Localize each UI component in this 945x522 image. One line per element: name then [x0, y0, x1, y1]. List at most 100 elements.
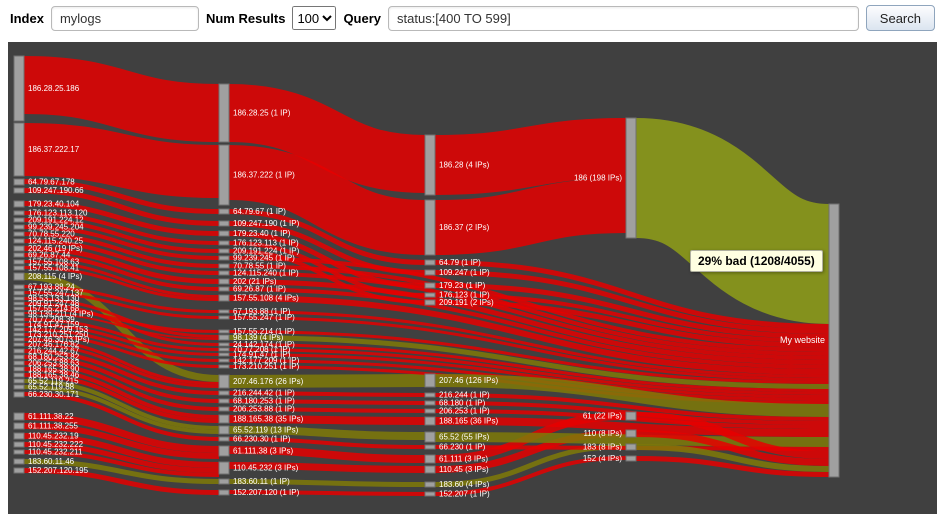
sankey-link[interactable] — [23, 201, 220, 236]
sankey-link[interactable] — [228, 343, 830, 392]
sankey-link[interactable] — [228, 316, 830, 381]
sankey-node[interactable] — [13, 317, 25, 322]
sankey-link[interactable] — [635, 430, 830, 466]
sankey-link[interactable] — [23, 468, 220, 495]
sankey-node[interactable] — [13, 384, 25, 390]
sankey-link[interactable] — [23, 239, 220, 275]
sankey-node[interactable] — [828, 203, 840, 478]
sankey-link[interactable] — [635, 412, 830, 459]
sankey-link[interactable] — [228, 407, 426, 413]
sankey-node[interactable] — [13, 252, 25, 258]
sankey-link[interactable] — [228, 271, 830, 360]
search-button[interactable]: Search — [865, 5, 935, 31]
sankey-link[interactable] — [23, 367, 220, 419]
sankey-node[interactable] — [13, 238, 25, 244]
sankey-node[interactable] — [218, 342, 230, 347]
sankey-link[interactable] — [228, 145, 426, 255]
sankey-link[interactable] — [23, 379, 220, 430]
sankey-link[interactable] — [434, 456, 627, 496]
sankey-node[interactable] — [218, 230, 230, 237]
sankey-node[interactable] — [13, 372, 25, 378]
sankey-node[interactable] — [218, 144, 230, 206]
sankey-link[interactable] — [23, 442, 220, 473]
sankey-node[interactable] — [218, 352, 230, 357]
sankey-node[interactable] — [13, 360, 25, 366]
sankey-node[interactable] — [13, 327, 25, 332]
sankey-node[interactable] — [218, 248, 230, 254]
sankey-node[interactable] — [13, 311, 25, 317]
sankey-node[interactable] — [218, 294, 230, 302]
sankey-link[interactable] — [23, 333, 220, 368]
sankey-link[interactable] — [228, 391, 426, 397]
sankey-node[interactable] — [625, 443, 637, 451]
sankey-node[interactable] — [218, 414, 230, 424]
sankey-node[interactable] — [424, 400, 436, 406]
sankey-link[interactable] — [23, 355, 220, 403]
sankey-node[interactable] — [424, 259, 436, 266]
sankey-link[interactable] — [23, 232, 220, 268]
sankey-node[interactable] — [218, 358, 230, 363]
sankey-link[interactable] — [23, 266, 220, 301]
sankey-node[interactable] — [218, 278, 230, 285]
sankey-link[interactable] — [23, 392, 220, 441]
sankey-node[interactable] — [424, 491, 436, 497]
sankey-node[interactable] — [13, 259, 25, 265]
sankey-link[interactable] — [23, 312, 220, 340]
sankey-link[interactable] — [228, 374, 426, 388]
sankey-node[interactable] — [625, 411, 637, 421]
sankey-node[interactable] — [424, 454, 436, 464]
sankey-node[interactable] — [218, 309, 230, 314]
sankey-link[interactable] — [635, 444, 830, 472]
sankey-node[interactable] — [218, 240, 230, 246]
sankey-node[interactable] — [13, 301, 25, 306]
sankey-link[interactable] — [23, 450, 220, 477]
sankey-link[interactable] — [23, 373, 220, 423]
sankey-node[interactable] — [13, 296, 25, 301]
sankey-link[interactable] — [23, 297, 220, 338]
sankey-link[interactable] — [23, 328, 220, 362]
sankey-node[interactable] — [13, 458, 25, 465]
sankey-node[interactable] — [218, 461, 230, 475]
sankey-node[interactable] — [218, 255, 230, 261]
sankey-node[interactable] — [13, 55, 25, 122]
sankey-link[interactable] — [434, 260, 830, 329]
sankey-link[interactable] — [23, 291, 220, 319]
sankey-link[interactable] — [228, 479, 426, 487]
sankey-node[interactable] — [13, 122, 25, 177]
sankey-node[interactable] — [218, 398, 230, 404]
sankey-link[interactable] — [23, 260, 220, 298]
sankey-node[interactable] — [13, 284, 25, 290]
sankey-node[interactable] — [13, 245, 25, 252]
sankey-node[interactable] — [13, 200, 25, 208]
sankey-link[interactable] — [434, 374, 830, 417]
sankey-node[interactable] — [218, 334, 230, 341]
sankey-node[interactable] — [218, 329, 230, 334]
sankey-node[interactable] — [424, 431, 436, 443]
sankey-link[interactable] — [228, 437, 426, 449]
index-input[interactable] — [50, 5, 199, 31]
sankey-node[interactable] — [13, 231, 25, 237]
sankey-link[interactable] — [23, 253, 220, 291]
sankey-node[interactable] — [218, 445, 230, 457]
sankey-link[interactable] — [23, 218, 220, 253]
sankey-node[interactable] — [424, 444, 436, 450]
sankey-link[interactable] — [23, 56, 220, 142]
sankey-link[interactable] — [434, 178, 627, 255]
sankey-link[interactable] — [23, 343, 220, 388]
sankey-link[interactable] — [228, 348, 830, 395]
sankey-node[interactable] — [424, 392, 436, 398]
sankey-node[interactable] — [218, 208, 230, 215]
sankey-node[interactable] — [13, 290, 25, 296]
sankey-node[interactable] — [13, 422, 25, 430]
sankey-node[interactable] — [13, 187, 25, 194]
sankey-link[interactable] — [23, 423, 220, 459]
sankey-node[interactable] — [13, 441, 25, 448]
sankey-node[interactable] — [218, 263, 230, 269]
sankey-node[interactable] — [218, 374, 230, 389]
sankey-link[interactable] — [228, 256, 830, 352]
sankey-link[interactable] — [228, 446, 426, 463]
sankey-node[interactable] — [218, 315, 230, 320]
sankey-node[interactable] — [13, 322, 25, 327]
sankey-link[interactable] — [434, 118, 627, 195]
sankey-node[interactable] — [13, 210, 25, 216]
